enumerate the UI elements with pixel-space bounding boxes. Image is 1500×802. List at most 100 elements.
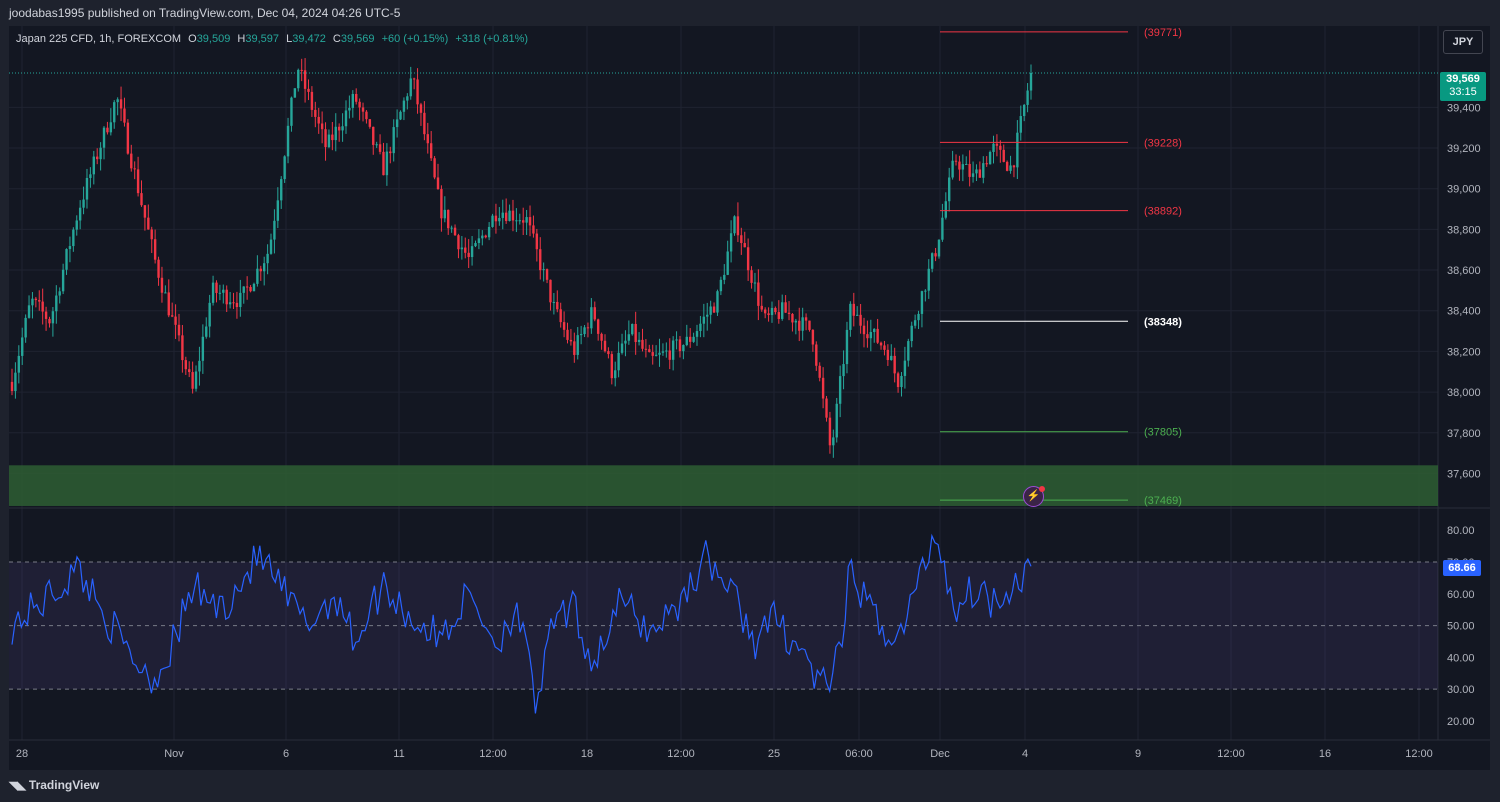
- level-label: (38348): [1144, 316, 1182, 328]
- candle-body: [958, 161, 961, 170]
- candle-body: [447, 209, 450, 229]
- candle-body: [808, 320, 811, 330]
- candle-body: [637, 339, 641, 343]
- candle-body: [14, 372, 17, 392]
- candle-body: [198, 360, 201, 372]
- candle-body: [232, 302, 235, 304]
- candle-body: [157, 259, 160, 278]
- candle-body: [348, 107, 351, 111]
- candle-body: [978, 169, 982, 178]
- candle-body: [879, 342, 883, 346]
- brand-label: TradingView: [28, 778, 100, 792]
- candle-body: [862, 325, 866, 335]
- candle-body: [559, 309, 562, 323]
- candle-body: [481, 235, 484, 239]
- time-tick-label: 12:00: [1217, 748, 1245, 760]
- candle-body: [654, 354, 658, 356]
- level-label: (38892): [1144, 206, 1182, 218]
- symbol-name[interactable]: Japan 225 CFD, 1h, FOREXCOM: [16, 33, 182, 45]
- candle-body: [539, 249, 542, 271]
- candle-body: [859, 314, 862, 326]
- candle-body: [767, 313, 770, 316]
- lightning-alert-icon[interactable]: ⚡: [1023, 486, 1045, 507]
- candle-body: [552, 301, 556, 303]
- candle-body: [470, 246, 474, 258]
- candle-body: [259, 268, 262, 272]
- candle-body: [522, 220, 525, 223]
- open-label: O: [188, 33, 197, 45]
- candle-body: [130, 153, 133, 169]
- candle-body: [361, 107, 365, 112]
- candle-body: [113, 102, 116, 123]
- candle-body: [951, 160, 954, 178]
- candle-body: [842, 364, 845, 377]
- candle-body: [593, 307, 596, 320]
- chart-frame[interactable]: (39771) (39228) (38892) (38348) (37805) (3746…: [9, 26, 1490, 770]
- candle-body: [372, 126, 375, 145]
- candle-body: [119, 99, 123, 109]
- candle-body: [170, 315, 174, 317]
- candle-body: [982, 163, 985, 178]
- candle-body: [784, 302, 787, 313]
- candle-body: [971, 173, 975, 177]
- chart-svg[interactable]: (39771) (39228) (38892) (38348) (37805) (3746…: [9, 26, 1490, 770]
- candle-body: [702, 316, 706, 324]
- candle-body: [634, 323, 637, 343]
- candle-body: [968, 163, 971, 177]
- candle-body: [556, 301, 559, 310]
- candle-body: [723, 274, 726, 280]
- candle-body: [719, 279, 723, 292]
- price-tick-label: 38,800: [1447, 224, 1481, 236]
- candle-body: [181, 335, 184, 361]
- price-tick-label: 39,000: [1447, 184, 1481, 196]
- candle-body: [873, 328, 876, 333]
- candle-body: [167, 292, 170, 316]
- candle-body: [1019, 116, 1022, 133]
- change-value-2: +318 (+0.81%): [455, 33, 529, 45]
- candle-body: [38, 300, 41, 302]
- currency-button[interactable]: JPY: [1443, 30, 1483, 54]
- candle-body: [484, 235, 487, 238]
- candle-body: [10, 381, 14, 392]
- candle-body: [109, 122, 113, 133]
- candle-body: [671, 340, 675, 360]
- candle-body: [924, 290, 927, 292]
- candle-body: [385, 151, 389, 176]
- level-label: (37469): [1144, 495, 1182, 507]
- candle-body: [699, 323, 702, 332]
- candle-body: [777, 312, 781, 319]
- low-value: 39,472: [292, 33, 326, 45]
- candle-body: [866, 334, 869, 339]
- candle-body: [286, 125, 290, 157]
- candle-body: [903, 360, 907, 376]
- candle-body: [1002, 149, 1005, 162]
- candle-body: [389, 151, 392, 154]
- time-tick-label: 25: [768, 748, 780, 760]
- tradingview-brand[interactable]: ◥◣ TradingView: [9, 778, 99, 792]
- candle-body: [641, 339, 644, 349]
- candle-body: [102, 127, 106, 148]
- candle-body: [450, 227, 453, 229]
- candle-body: [21, 337, 24, 356]
- tradingview-logo-icon: ◥◣: [9, 780, 26, 792]
- price-tick-label: 38,400: [1447, 306, 1481, 318]
- time-tick-label: 12:00: [1405, 748, 1433, 760]
- close-value: 39,569: [340, 33, 375, 45]
- candle-body: [750, 270, 753, 283]
- candle-body: [160, 277, 164, 293]
- price-tick-label: 38,200: [1447, 346, 1481, 358]
- rsi-tick-label: 60.00: [1447, 589, 1475, 601]
- candle-body: [297, 69, 300, 89]
- last-price-tag: 39,569 33:15: [1440, 72, 1486, 101]
- candle-body: [61, 269, 65, 292]
- candle-body: [273, 220, 276, 240]
- candle-body: [900, 375, 903, 388]
- time-tick-label: Nov: [164, 748, 184, 760]
- candle-body: [828, 417, 832, 446]
- candle-body: [331, 134, 334, 141]
- candle-body: [464, 247, 467, 253]
- candle-body: [937, 239, 941, 257]
- candle-body: [781, 302, 784, 319]
- close-label: C: [332, 33, 341, 45]
- candle-body: [188, 369, 191, 373]
